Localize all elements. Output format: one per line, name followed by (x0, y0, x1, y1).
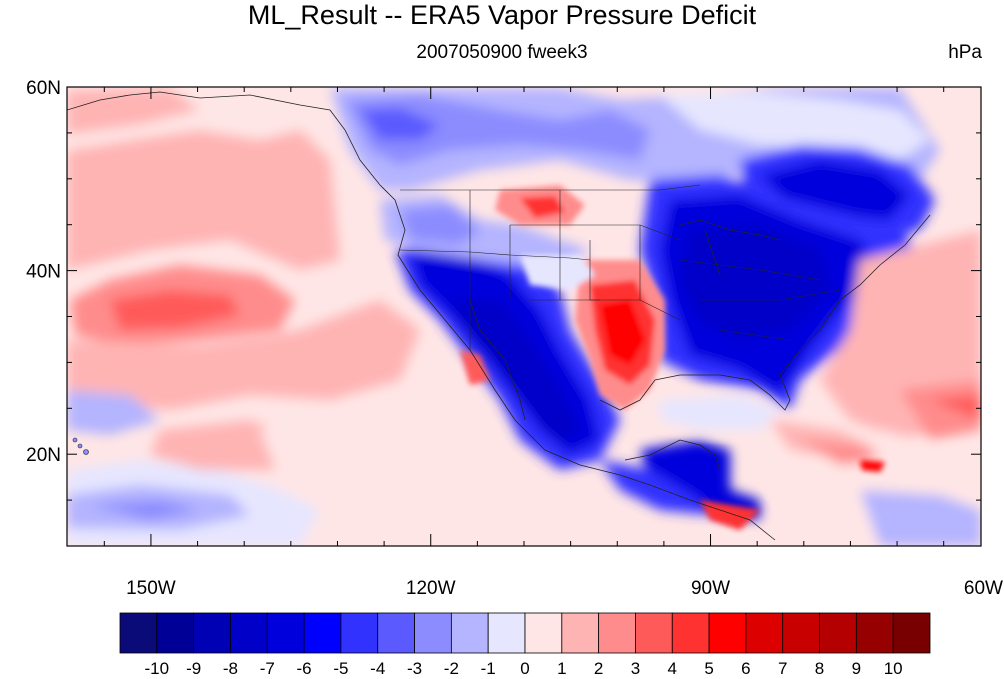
colorbar-label: 5 (704, 659, 713, 678)
units-label: hPa (948, 42, 982, 63)
colorbar-swatch (708, 612, 747, 654)
colorbar-label: 6 (741, 659, 750, 678)
colorbar: -10 -9 -8 -7 -6 -5 -4 -3 -2 -1 0 1 2 3 4 5 6 7 8 9 10 (119, 612, 931, 678)
colorbar-label: 10 (884, 659, 903, 678)
colorbar-swatch (855, 612, 894, 654)
colorbar-label: -8 (223, 659, 238, 678)
colorbar-label: -1 (481, 659, 496, 678)
coastlines (67, 91, 931, 541)
colorbar-swatch (450, 612, 489, 654)
colorbar-swatch (635, 612, 673, 654)
lat-tick-label: 40N (26, 262, 61, 283)
lon-tick-label: 150W (126, 578, 176, 599)
colorbar-label: -7 (260, 659, 275, 678)
colorbar-label: 1 (557, 659, 566, 678)
lat-tick-label: 20N (26, 445, 61, 466)
colorbar-swatch (156, 612, 195, 654)
colorbar-swatch (671, 612, 710, 654)
colorbar-label: -4 (370, 659, 385, 678)
longitude-axis: 150W 120W 90W 60W (103, 87, 1003, 599)
colorbar-swatch (745, 612, 784, 654)
vpd-field (67, 87, 981, 546)
colorbar-label: -6 (297, 659, 312, 678)
colorbar-swatch (340, 612, 379, 654)
hawaii-islands (72, 437, 89, 455)
state-borders (399, 184, 841, 350)
map-title: ML_Result -- ERA5 Vapor Pressure Deficit (247, 0, 757, 30)
lat-tick-label: 60N (26, 78, 61, 99)
map-subtitle: 2007050900 fweek3 (416, 42, 588, 63)
colorbar-label: -3 (407, 659, 422, 678)
colorbar-swatch (119, 612, 158, 654)
colorbar-swatch (414, 612, 452, 654)
colorbar-label: -5 (333, 659, 348, 678)
latitude-axis: 60N 40N 20N (26, 78, 981, 547)
colorbar-label: 3 (631, 659, 640, 678)
colorbar-swatch (303, 612, 342, 654)
colorbar-label: 8 (815, 659, 824, 678)
colorbar-label: 0 (520, 659, 529, 678)
colorbar-label: -10 (145, 659, 170, 678)
colorbar-swatch (193, 612, 231, 654)
colorbar-swatch (819, 612, 857, 654)
colorbar-swatch (782, 612, 820, 654)
colorbar-label: 4 (668, 659, 677, 678)
lon-tick-label: 120W (406, 578, 456, 599)
colorbar-swatch (230, 612, 268, 654)
colorbar-label: -2 (444, 659, 459, 678)
colorbar-swatch (524, 612, 563, 654)
colorbar-label: 9 (852, 659, 861, 678)
colorbar-swatch (487, 612, 526, 654)
colorbar-label: 7 (778, 659, 787, 678)
colorbar-swatch (892, 612, 931, 654)
colorbar-swatch (598, 612, 636, 654)
lon-tick-label: 60W (964, 578, 1003, 599)
colorbar-label: -9 (186, 659, 201, 678)
colorbar-swatch (561, 612, 600, 654)
colorbar-label: 2 (594, 659, 603, 678)
colorbar-swatch (377, 612, 415, 654)
lon-tick-label: 90W (691, 578, 730, 599)
colorbar-swatch (266, 612, 305, 654)
